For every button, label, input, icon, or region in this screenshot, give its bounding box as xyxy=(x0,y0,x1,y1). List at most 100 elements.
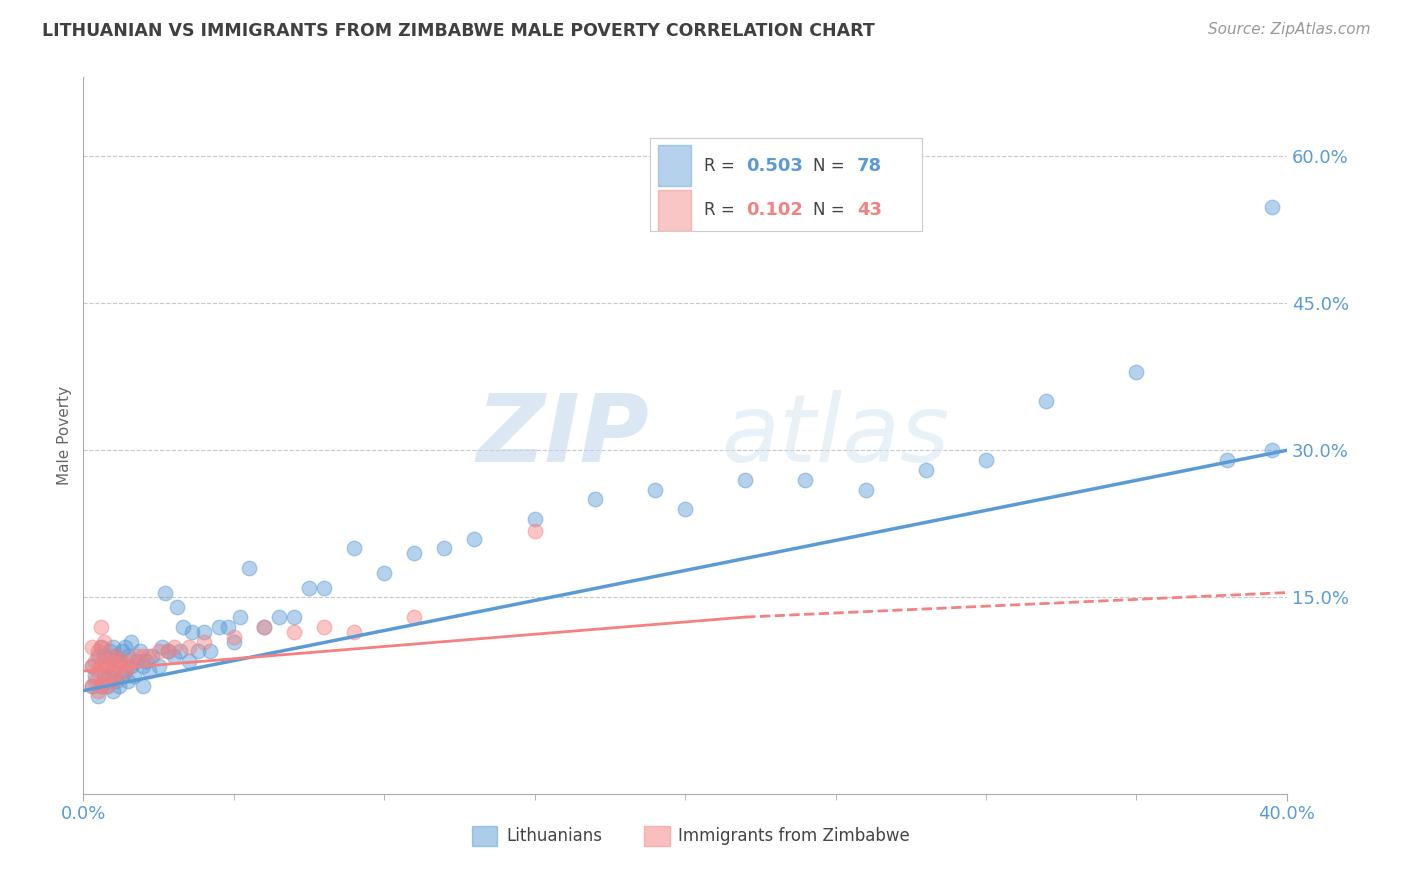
Point xyxy=(111,644,134,658)
Point xyxy=(84,654,107,668)
Point xyxy=(1035,394,1057,409)
Point xyxy=(156,644,179,658)
Text: R =: R = xyxy=(704,202,740,219)
Point xyxy=(283,624,305,639)
Point xyxy=(90,640,112,654)
Point xyxy=(312,620,335,634)
Point xyxy=(93,649,115,664)
Point xyxy=(162,649,184,664)
Point xyxy=(162,640,184,654)
Point xyxy=(114,664,136,678)
Point xyxy=(141,649,163,664)
Point xyxy=(855,483,877,497)
Point xyxy=(103,654,125,668)
Point xyxy=(90,659,112,673)
Point xyxy=(138,649,160,664)
Point xyxy=(150,640,173,654)
Point xyxy=(82,679,104,693)
Text: atlas: atlas xyxy=(721,390,949,481)
Point xyxy=(222,634,245,648)
Point xyxy=(974,453,997,467)
Point xyxy=(87,649,110,664)
Text: Source: ZipAtlas.com: Source: ZipAtlas.com xyxy=(1208,22,1371,37)
Point xyxy=(343,624,366,639)
Point xyxy=(103,683,125,698)
Text: 78: 78 xyxy=(856,157,882,175)
Point xyxy=(93,634,115,648)
Point xyxy=(177,654,200,668)
Point xyxy=(111,654,134,668)
Point xyxy=(138,664,160,678)
Point xyxy=(156,644,179,658)
Point xyxy=(433,541,456,556)
Point xyxy=(193,624,215,639)
Point xyxy=(253,620,276,634)
FancyBboxPatch shape xyxy=(658,190,690,231)
Point xyxy=(463,532,485,546)
Point xyxy=(96,659,118,673)
Point xyxy=(523,512,546,526)
Point xyxy=(96,679,118,693)
Point xyxy=(90,640,112,654)
Text: 0.503: 0.503 xyxy=(747,157,803,175)
Text: N =: N = xyxy=(813,157,851,175)
Point xyxy=(267,610,290,624)
Text: ZIP: ZIP xyxy=(477,390,650,482)
Point xyxy=(180,624,202,639)
Point xyxy=(103,673,125,688)
Point xyxy=(120,654,142,668)
Point xyxy=(177,640,200,654)
Point xyxy=(129,644,152,658)
Point xyxy=(283,610,305,624)
Point xyxy=(87,664,110,678)
Point xyxy=(1215,453,1237,467)
Point xyxy=(169,644,191,658)
Point xyxy=(120,634,142,648)
Point xyxy=(794,473,817,487)
Point xyxy=(114,664,136,678)
Point xyxy=(93,654,115,668)
Text: 43: 43 xyxy=(856,202,882,219)
Point xyxy=(87,644,110,658)
Point xyxy=(229,610,252,624)
Point xyxy=(103,640,125,654)
Point xyxy=(132,649,155,664)
Point xyxy=(1261,443,1284,458)
Point xyxy=(583,492,606,507)
Point xyxy=(312,581,335,595)
Point xyxy=(172,620,194,634)
Point xyxy=(84,669,107,683)
Point xyxy=(105,649,128,664)
Point xyxy=(120,659,142,673)
Point xyxy=(117,659,139,673)
Point xyxy=(914,463,936,477)
Point xyxy=(98,644,121,658)
Point xyxy=(93,673,115,688)
Point xyxy=(108,679,131,693)
Text: N =: N = xyxy=(813,202,851,219)
Point xyxy=(373,566,395,580)
Point xyxy=(132,659,155,673)
Point xyxy=(82,659,104,673)
Point xyxy=(238,561,260,575)
Point xyxy=(96,679,118,693)
Point xyxy=(135,654,157,668)
Point xyxy=(523,524,546,538)
Point xyxy=(117,649,139,664)
Point xyxy=(734,473,756,487)
Point xyxy=(105,673,128,688)
Point xyxy=(673,502,696,516)
Point xyxy=(644,483,666,497)
Point xyxy=(127,649,149,664)
Point xyxy=(153,585,176,599)
Text: 0.102: 0.102 xyxy=(747,202,803,219)
Text: Immigrants from Zimbabwe: Immigrants from Zimbabwe xyxy=(678,827,910,845)
Point xyxy=(90,679,112,693)
Point xyxy=(187,644,209,658)
Point xyxy=(98,669,121,683)
Text: R =: R = xyxy=(704,157,740,175)
Point xyxy=(114,640,136,654)
Point xyxy=(87,683,110,698)
Point xyxy=(108,654,131,668)
Point xyxy=(105,669,128,683)
